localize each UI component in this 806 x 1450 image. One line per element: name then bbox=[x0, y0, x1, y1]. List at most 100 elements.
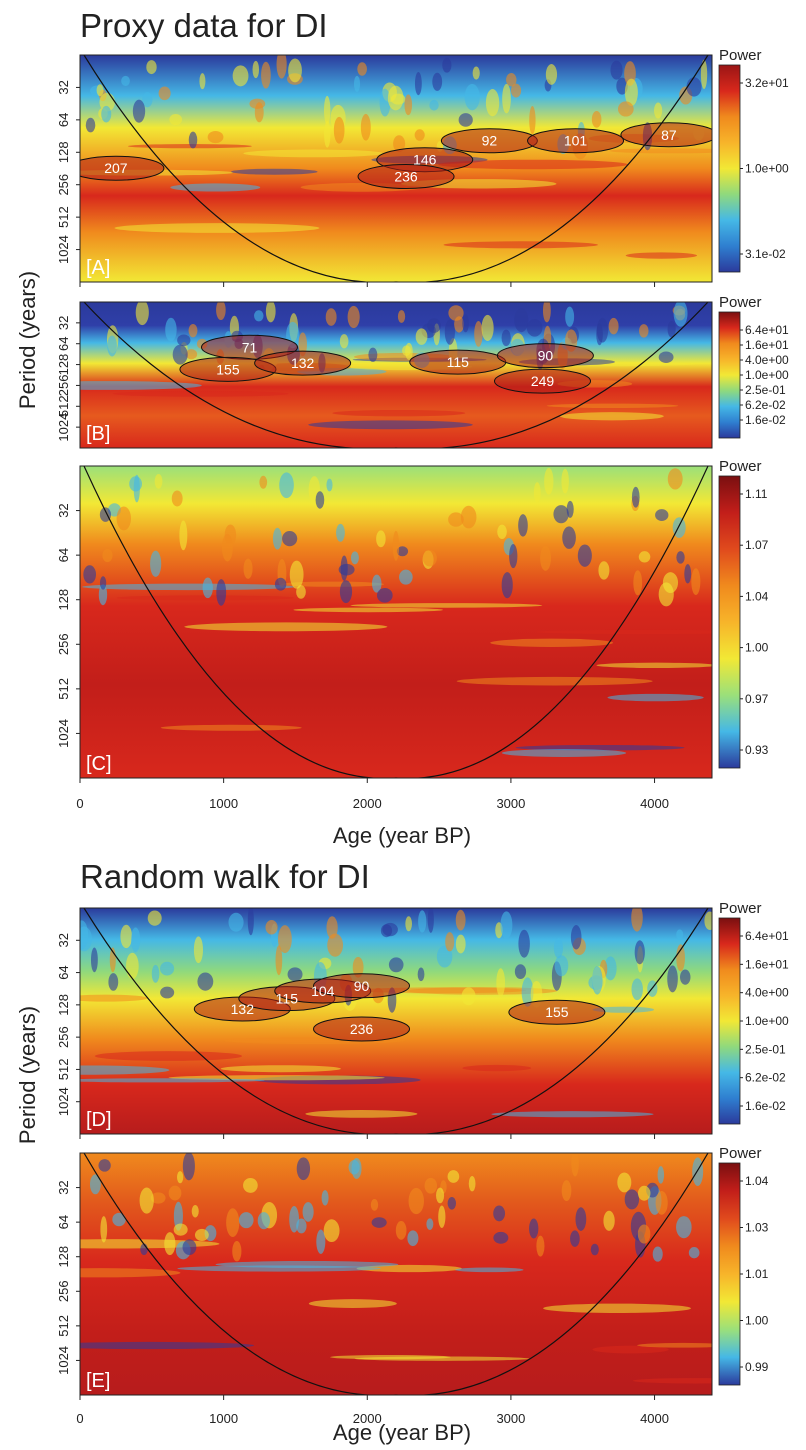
power-spot bbox=[321, 1190, 329, 1206]
power-spot bbox=[179, 520, 188, 551]
power-spot bbox=[126, 952, 139, 980]
power-spot bbox=[506, 72, 517, 87]
power-spot bbox=[415, 328, 428, 345]
power-spot bbox=[447, 1197, 457, 1210]
power-spot bbox=[171, 490, 183, 507]
significance-contour bbox=[496, 343, 594, 369]
power-spot bbox=[232, 65, 249, 87]
power-spot bbox=[521, 977, 534, 1007]
power-band bbox=[80, 994, 148, 1002]
panel-d: 132 115 104 90 236 155 [D] 32 64 128 256 512 1024 Pow… bbox=[56, 900, 789, 1139]
colorbar-tick-label: 1.6e-02 bbox=[745, 413, 786, 427]
power-spot bbox=[131, 927, 141, 953]
power-spot bbox=[458, 113, 473, 127]
power-spot bbox=[438, 1205, 446, 1228]
power-spot bbox=[257, 1212, 270, 1230]
panel-tag: [D] bbox=[86, 1109, 112, 1131]
power-band bbox=[293, 607, 443, 613]
power-spot bbox=[545, 64, 558, 85]
peak-period-label: 101 bbox=[564, 133, 588, 149]
power-spot bbox=[407, 1230, 419, 1247]
power-band bbox=[350, 603, 543, 608]
power-spot bbox=[99, 507, 112, 522]
power-band bbox=[443, 241, 598, 249]
power-spot bbox=[658, 582, 674, 607]
colorbar-title: Power bbox=[719, 47, 762, 64]
power-spot bbox=[101, 105, 112, 123]
power-spot bbox=[370, 1199, 379, 1211]
power-spot bbox=[673, 302, 688, 327]
colorbar-tick-label: 1.0e+00 bbox=[745, 1014, 789, 1028]
power-spot bbox=[624, 78, 638, 107]
power-spot bbox=[631, 978, 643, 1001]
power-spot bbox=[553, 505, 569, 524]
power-spot bbox=[700, 59, 708, 90]
power-band bbox=[560, 412, 664, 421]
colorbar-tick-label: 1.03 bbox=[745, 1221, 769, 1235]
power-spot bbox=[102, 548, 113, 563]
power-spot bbox=[688, 1247, 700, 1259]
power-spot bbox=[691, 568, 701, 596]
colorbar-tick-label: 1.6e-02 bbox=[745, 1099, 786, 1113]
significance-contour bbox=[313, 973, 411, 999]
power-spot bbox=[193, 936, 204, 964]
power-spot bbox=[339, 334, 349, 349]
power-spot bbox=[165, 317, 177, 342]
power-band bbox=[114, 223, 320, 233]
colorbar-tick-label: 2.5e-01 bbox=[745, 383, 786, 397]
power-spot bbox=[561, 468, 569, 494]
power-spot bbox=[679, 969, 691, 985]
power-spot bbox=[655, 509, 669, 522]
power-band bbox=[80, 1268, 181, 1278]
power-band bbox=[462, 1064, 532, 1072]
power-band bbox=[609, 148, 712, 154]
power-spot bbox=[164, 1232, 176, 1256]
power-band bbox=[220, 1065, 341, 1073]
power-spot bbox=[667, 965, 678, 993]
plot-frame bbox=[79, 54, 713, 283]
power-spot bbox=[243, 1177, 258, 1193]
power-spot bbox=[274, 577, 287, 591]
y-tick-label: 512 bbox=[56, 1059, 71, 1081]
y-tick-label: 512 bbox=[56, 678, 71, 700]
power-spot bbox=[99, 576, 107, 590]
y-tick-label: 1024 bbox=[56, 1346, 71, 1375]
cone-of-influence bbox=[83, 1153, 709, 1395]
power-spot bbox=[247, 908, 254, 936]
colorbar bbox=[718, 475, 741, 769]
colorbar-tick-label: 1.6e+01 bbox=[745, 338, 789, 352]
power-spot bbox=[442, 57, 452, 73]
power-spot bbox=[639, 324, 649, 338]
power-spot bbox=[226, 1208, 240, 1237]
peak-period-label: 155 bbox=[216, 361, 240, 377]
power-spot bbox=[509, 544, 518, 569]
power-spot bbox=[436, 1187, 445, 1204]
power-spot bbox=[194, 1228, 209, 1242]
power-spot bbox=[288, 58, 302, 83]
power-spot bbox=[427, 908, 434, 933]
power-spot bbox=[83, 565, 97, 584]
power-spot bbox=[151, 964, 160, 983]
power-spot bbox=[429, 99, 439, 111]
power-spot bbox=[502, 83, 511, 114]
cone-of-influence bbox=[83, 302, 709, 448]
power-spot bbox=[188, 131, 198, 149]
power-spot bbox=[536, 1235, 545, 1257]
power-band bbox=[184, 622, 388, 632]
power-spot bbox=[529, 106, 536, 135]
power-spot bbox=[98, 1159, 111, 1172]
power-spot bbox=[315, 491, 325, 509]
colorbar-tick-label: 2.5e-01 bbox=[745, 1042, 786, 1056]
power-band bbox=[637, 1342, 712, 1348]
power-spot bbox=[598, 561, 610, 580]
power-band bbox=[127, 144, 252, 149]
colorbar-tick-label: 1.6e+01 bbox=[745, 957, 789, 971]
power-band bbox=[231, 168, 318, 175]
power-spot bbox=[414, 129, 425, 141]
power-spot bbox=[653, 102, 663, 119]
power-spot bbox=[173, 1223, 188, 1236]
power-spot bbox=[376, 530, 386, 548]
power-spot bbox=[168, 1185, 182, 1201]
